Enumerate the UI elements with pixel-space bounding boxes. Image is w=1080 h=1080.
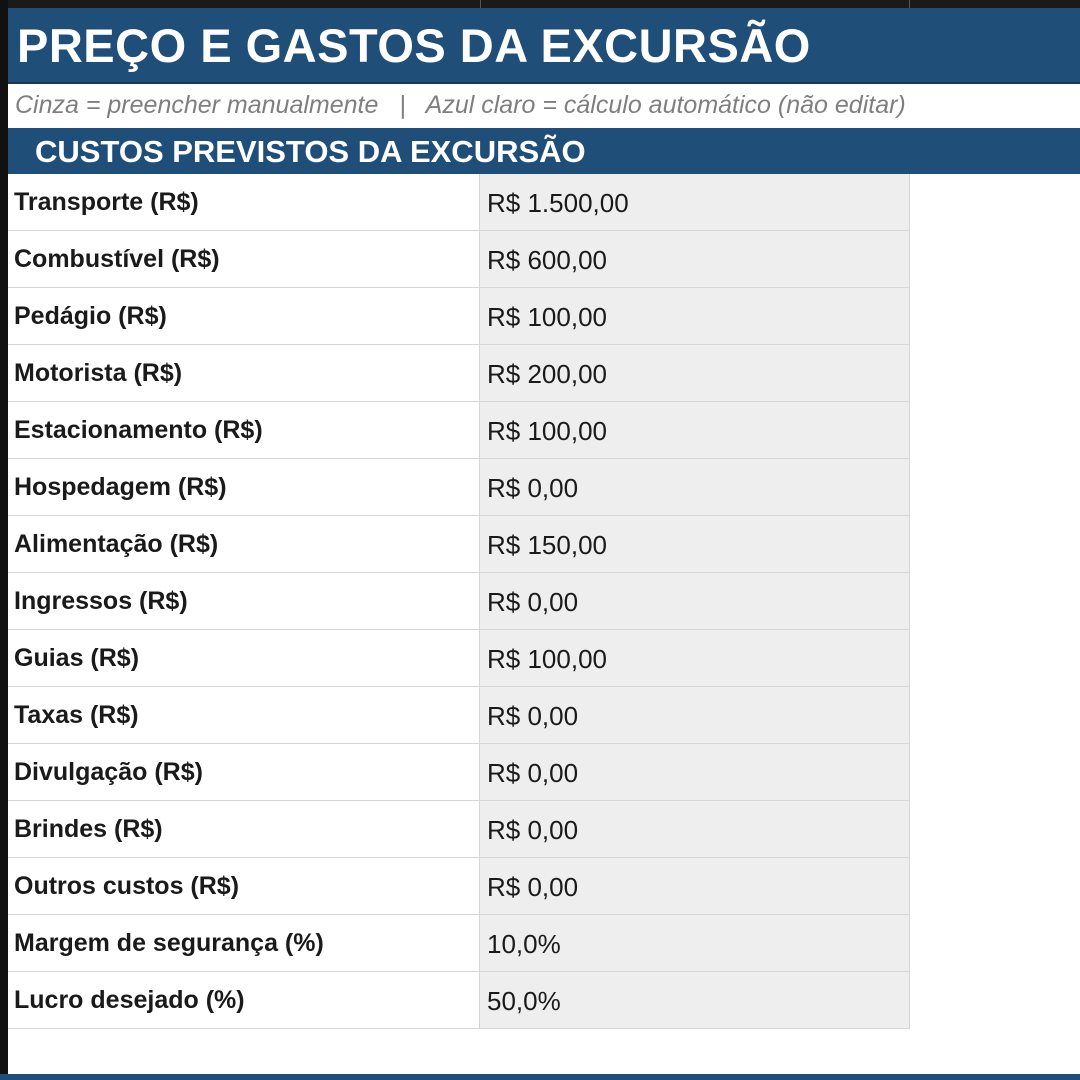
cost-label: Guias (R$) — [14, 644, 140, 672]
cost-value: R$ 0,00 — [487, 872, 579, 902]
section-title: CUSTOS PREVISTOS DA EXCURSÃO — [35, 134, 586, 169]
cost-value: R$ 200,00 — [487, 359, 607, 389]
label-cell[interactable]: Pedágio (R$) — [8, 288, 480, 344]
cost-value: R$ 0,00 — [487, 815, 579, 845]
label-cell[interactable]: Lucro desejado (%) — [8, 972, 480, 1028]
table-row: Divulgação (R$) R$ 0,00 — [8, 744, 910, 801]
value-input-cell[interactable]: R$ 0,00 — [480, 573, 910, 629]
label-cell[interactable]: Divulgação (R$) — [8, 744, 480, 800]
value-input-cell[interactable]: R$ 100,00 — [480, 288, 910, 344]
cost-table: Transporte (R$) R$ 1.500,00 Combustível (R… — [8, 174, 910, 1029]
label-cell[interactable]: Outros custos (R$) — [8, 858, 480, 914]
table-row: Estacionamento (R$) R$ 100,00 — [8, 402, 910, 459]
cost-value: R$ 0,00 — [487, 758, 579, 788]
table-row: Motorista (R$) R$ 200,00 — [8, 345, 910, 402]
value-input-cell[interactable]: R$ 100,00 — [480, 402, 910, 458]
value-input-cell[interactable]: R$ 1.500,00 — [480, 174, 910, 230]
label-cell[interactable]: Motorista (R$) — [8, 345, 480, 401]
cost-label: Combustível (R$) — [14, 245, 220, 273]
cost-value: 10,0% — [487, 929, 561, 959]
cost-label: Motorista (R$) — [14, 359, 183, 387]
label-cell[interactable]: Brindes (R$) — [8, 801, 480, 857]
cost-value: R$ 100,00 — [487, 302, 607, 332]
label-cell[interactable]: Transporte (R$) — [8, 174, 480, 230]
section-header[interactable]: CUSTOS PREVISTOS DA EXCURSÃO — [8, 128, 1080, 174]
label-cell[interactable]: Margem de segurança (%) — [8, 915, 480, 971]
table-row: Brindes (R$) R$ 0,00 — [8, 801, 910, 858]
value-input-cell[interactable]: R$ 100,00 — [480, 630, 910, 686]
cost-label: Lucro desejado (%) — [14, 986, 245, 1014]
cost-value: R$ 0,00 — [487, 473, 579, 503]
table-row: Transporte (R$) R$ 1.500,00 — [8, 174, 910, 231]
cost-label: Alimentação (R$) — [14, 530, 219, 558]
table-row: Hospedagem (R$) R$ 0,00 — [8, 459, 910, 516]
cost-value: R$ 1.500,00 — [487, 188, 629, 218]
value-input-cell[interactable]: R$ 0,00 — [480, 459, 910, 515]
row-header-strip — [0, 0, 8, 1080]
value-input-cell[interactable]: R$ 200,00 — [480, 345, 910, 401]
cost-label: Brindes (R$) — [14, 815, 163, 843]
value-input-cell[interactable]: R$ 0,00 — [480, 744, 910, 800]
table-row: Combustível (R$) R$ 600,00 — [8, 231, 910, 288]
label-cell[interactable]: Guias (R$) — [8, 630, 480, 686]
cost-label: Transporte (R$) — [14, 188, 199, 216]
value-input-cell[interactable]: 50,0% — [480, 972, 910, 1028]
value-input-cell[interactable]: R$ 0,00 — [480, 801, 910, 857]
column-separator — [909, 0, 910, 8]
value-input-cell[interactable]: R$ 0,00 — [480, 687, 910, 743]
legend-row[interactable]: Cinza = preencher manualmente | Azul cla… — [8, 84, 1080, 128]
cost-label: Pedágio (R$) — [14, 302, 167, 330]
table-row: Ingressos (R$) R$ 0,00 — [8, 573, 910, 630]
cost-label: Taxas (R$) — [14, 701, 139, 729]
value-input-cell[interactable]: R$ 150,00 — [480, 516, 910, 572]
cost-value: 50,0% — [487, 986, 561, 1016]
value-input-cell[interactable]: R$ 0,00 — [480, 858, 910, 914]
label-cell[interactable]: Taxas (R$) — [8, 687, 480, 743]
table-row: Lucro desejado (%) 50,0% — [8, 972, 910, 1029]
cost-value: R$ 600,00 — [487, 245, 607, 275]
table-row: Taxas (R$) R$ 0,00 — [8, 687, 910, 744]
label-cell[interactable]: Ingressos (R$) — [8, 573, 480, 629]
cost-value: R$ 100,00 — [487, 644, 607, 674]
page-title: PREÇO E GASTOS DA EXCURSÃO — [17, 19, 811, 72]
cost-value: R$ 0,00 — [487, 701, 579, 731]
value-input-cell[interactable]: R$ 600,00 — [480, 231, 910, 287]
table-row: Margem de segurança (%) 10,0% — [8, 915, 910, 972]
label-cell[interactable]: Estacionamento (R$) — [8, 402, 480, 458]
cost-label: Ingressos (R$) — [14, 587, 188, 615]
cost-label: Hospedagem (R$) — [14, 473, 227, 501]
title-bar[interactable]: PREÇO E GASTOS DA EXCURSÃO — [8, 8, 1080, 84]
cost-label: Divulgação (R$) — [14, 758, 203, 786]
cost-value: R$ 0,00 — [487, 587, 579, 617]
cost-value: R$ 150,00 — [487, 530, 607, 560]
label-cell[interactable]: Combustível (R$) — [8, 231, 480, 287]
column-separator — [480, 0, 481, 8]
table-row: Alimentação (R$) R$ 150,00 — [8, 516, 910, 573]
cost-value: R$ 100,00 — [487, 416, 607, 446]
table-row: Pedágio (R$) R$ 100,00 — [8, 288, 910, 345]
value-input-cell[interactable]: 10,0% — [480, 915, 910, 971]
cost-label: Margem de segurança (%) — [14, 929, 324, 957]
table-row: Outros custos (R$) R$ 0,00 — [8, 858, 910, 915]
cost-label: Outros custos (R$) — [14, 872, 240, 900]
cost-label: Estacionamento (R$) — [14, 416, 263, 444]
legend-text: Cinza = preencher manualmente | Azul cla… — [15, 91, 906, 119]
column-header-strip — [0, 0, 1080, 8]
bottom-border — [0, 1074, 1080, 1080]
label-cell[interactable]: Hospedagem (R$) — [8, 459, 480, 515]
label-cell[interactable]: Alimentação (R$) — [8, 516, 480, 572]
table-row: Guias (R$) R$ 100,00 — [8, 630, 910, 687]
